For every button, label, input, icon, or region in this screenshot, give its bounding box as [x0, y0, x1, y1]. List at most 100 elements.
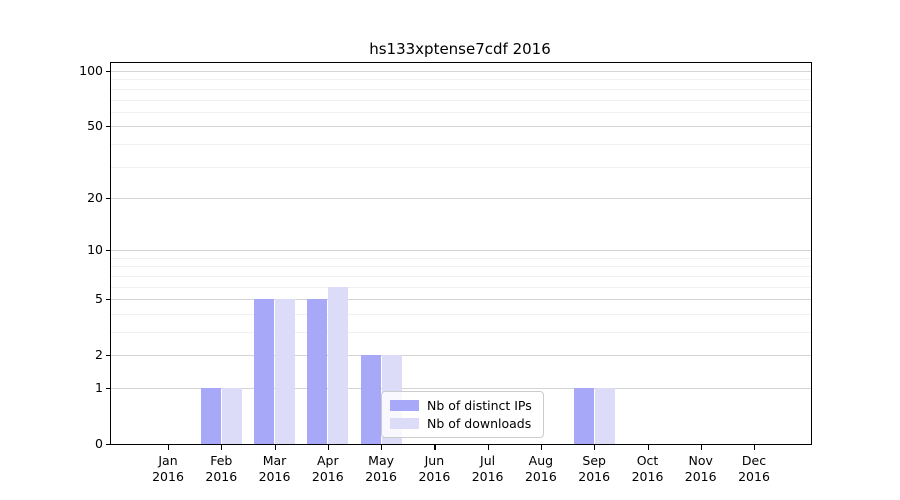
y-tick-label: 100 — [79, 63, 103, 78]
major-gridline — [111, 388, 811, 389]
x-tick — [221, 445, 223, 450]
minor-gridline — [111, 111, 811, 113]
x-tick-month: Feb — [210, 453, 233, 468]
major-gridline — [111, 71, 811, 72]
minor-gridline — [111, 332, 811, 333]
bar-nb-of-distinct-ips-sep — [573, 388, 594, 444]
bar-nb-of-distinct-ips-may — [360, 355, 381, 444]
x-tick-month: Sep — [582, 453, 606, 468]
x-tick — [594, 445, 596, 450]
y-tick — [106, 444, 110, 446]
x-tick-month: Dec — [741, 453, 767, 468]
plot-area: 100 50 20 10 5 2 1 0 Jan 2016 Feb 2016 Mar 2016 Apr 201… — [79, 62, 812, 484]
x-tick-month: Oct — [636, 453, 659, 468]
x-tick-year: 2016 — [631, 469, 664, 484]
x-tick-year: 2016 — [152, 469, 184, 484]
x-tick-year: 2016 — [365, 469, 397, 484]
y-tick-label: 5 — [95, 291, 103, 307]
x-tick-label: Nov 2016 — [671, 453, 731, 485]
x-tick-label: May 2016 — [351, 453, 411, 485]
bar-nb-of-downloads-feb — [221, 388, 242, 444]
x-tick-year: 2016 — [258, 469, 291, 484]
x-tick — [168, 445, 170, 450]
x-tick-label: Jul 2016 — [458, 453, 518, 485]
y-tick-label: 2 — [95, 347, 103, 363]
x-tick-label: Apr 2016 — [298, 453, 358, 485]
x-tick-year: 2016 — [738, 469, 770, 484]
minor-gridline — [111, 266, 811, 268]
x-tick-label: Aug 2016 — [511, 453, 571, 485]
x-tick-month: May — [368, 453, 395, 468]
minor-gridline — [111, 143, 811, 145]
y-tick-label: 50 — [87, 118, 103, 134]
minor-gridline — [111, 257, 811, 259]
y-tick — [106, 355, 110, 357]
y-tick-label: 10 — [87, 242, 103, 258]
legend-swatch-distinct-ips — [390, 400, 419, 411]
y-tick-label: 0 — [95, 436, 103, 451]
x-tick — [647, 445, 649, 450]
x-tick-year: 2016 — [524, 469, 557, 484]
x-tick — [327, 445, 329, 450]
x-tick-year: 2016 — [311, 469, 344, 484]
major-gridline — [111, 126, 811, 128]
x-tick — [540, 445, 543, 450]
chart-title: hs133xptense7cdf 2016 — [369, 40, 551, 58]
minor-gridline — [111, 313, 811, 315]
x-tick — [700, 445, 702, 450]
x-tick-year: 2016 — [471, 469, 504, 484]
x-tick-month: Aug — [528, 453, 554, 468]
y-tick — [106, 250, 110, 252]
minor-gridline — [111, 286, 811, 288]
legend-swatch-downloads — [390, 418, 419, 429]
x-tick-label: Sep 2016 — [564, 453, 624, 485]
minor-gridline — [111, 79, 811, 81]
legend-label-downloads: Nb of downloads — [427, 416, 532, 431]
x-tick-month: Mar — [262, 453, 287, 468]
x-tick-month: Jul — [480, 453, 496, 468]
minor-gridline — [111, 275, 811, 277]
y-tick — [106, 197, 110, 200]
y-tick — [106, 126, 110, 128]
legend: Nb of distinct IPs Nb of downloads — [381, 391, 544, 438]
legend-entry-downloads: Nb of downloads — [390, 416, 535, 431]
x-tick-year: 2016 — [205, 469, 238, 484]
x-tick-year: 2016 — [684, 469, 717, 484]
bar-nb-of-downloads-mar — [275, 299, 295, 444]
x-tick-month: Jun — [424, 453, 445, 468]
x-tick — [487, 445, 489, 450]
y-tick — [106, 299, 110, 301]
major-gridline — [111, 197, 811, 199]
bar-nb-of-downloads-apr — [328, 286, 349, 444]
major-gridline — [111, 299, 811, 301]
y-tick-label: 20 — [87, 189, 103, 205]
minor-gridline — [111, 166, 811, 168]
bar-nb-of-distinct-ips-mar — [254, 299, 274, 444]
x-tick-label: Feb 2016 — [191, 453, 251, 485]
x-tick-month: Nov — [688, 453, 713, 468]
legend-label-distinct-ips: Nb of distinct IPs — [427, 398, 532, 413]
bar-nb-of-distinct-ips-apr — [307, 299, 328, 444]
x-tick-label: Jun 2016 — [404, 453, 464, 485]
x-tick-label: Mar 2016 — [245, 453, 305, 485]
x-tick-label: Dec 2016 — [724, 453, 784, 485]
y-tick-label: 1 — [95, 380, 103, 395]
major-gridline — [111, 250, 811, 252]
bar-nb-of-distinct-ips-feb — [200, 388, 221, 444]
minor-gridline — [111, 99, 811, 101]
x-tick-label: Jan 2016 — [138, 453, 198, 485]
x-tick-label: Oct 2016 — [618, 453, 678, 485]
y-tick — [106, 388, 110, 390]
x-tick-month: Jan — [158, 453, 178, 468]
x-tick — [381, 445, 383, 450]
bar-nb-of-downloads-sep — [594, 388, 615, 444]
x-tick-year: 2016 — [578, 469, 611, 484]
x-tick — [754, 445, 756, 450]
x-tick — [434, 445, 436, 450]
y-tick — [106, 71, 110, 73]
minor-gridline — [111, 88, 811, 90]
x-tick-month: Apr — [316, 453, 339, 468]
x-tick — [274, 445, 276, 450]
major-gridline — [111, 355, 811, 357]
